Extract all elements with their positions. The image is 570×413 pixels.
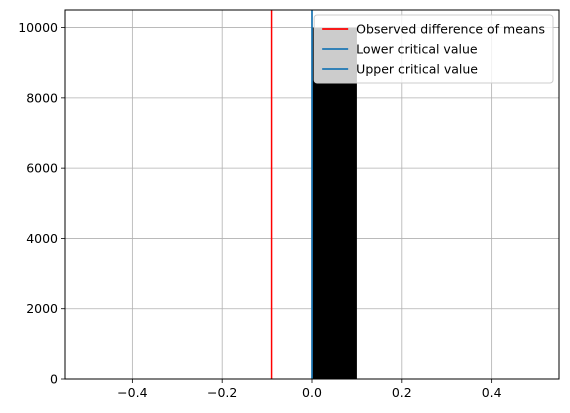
x-tick-label: 0.0 bbox=[302, 385, 322, 400]
histogram-bars bbox=[312, 27, 357, 379]
legend-box bbox=[313, 14, 554, 84]
y-tick-label: 8000 bbox=[26, 90, 58, 105]
legend-label: Lower critical value bbox=[356, 42, 478, 57]
histogram-bar bbox=[312, 27, 357, 379]
y-tick-label: 2000 bbox=[26, 301, 58, 316]
vertical-lines bbox=[270, 10, 313, 379]
x-tick-label: −0.2 bbox=[207, 385, 237, 400]
x-axis: −0.4 −0.2 0.0 0.2 0.4 bbox=[117, 379, 502, 400]
legend: Observed difference of means Lower critic… bbox=[313, 14, 554, 84]
y-tick-label: 0 bbox=[50, 372, 58, 387]
y-axis: 0 2000 4000 6000 8000 10000 bbox=[18, 20, 65, 387]
legend-label: Observed difference of means bbox=[356, 22, 545, 37]
x-tick-label: 0.2 bbox=[392, 385, 412, 400]
legend-label: Upper critical value bbox=[356, 62, 478, 77]
y-tick-label: 4000 bbox=[26, 231, 58, 246]
x-tick-label: −0.4 bbox=[117, 385, 147, 400]
x-tick-label: 0.4 bbox=[482, 385, 502, 400]
y-tick-label: 6000 bbox=[26, 161, 58, 176]
y-tick-label: 10000 bbox=[18, 20, 58, 35]
